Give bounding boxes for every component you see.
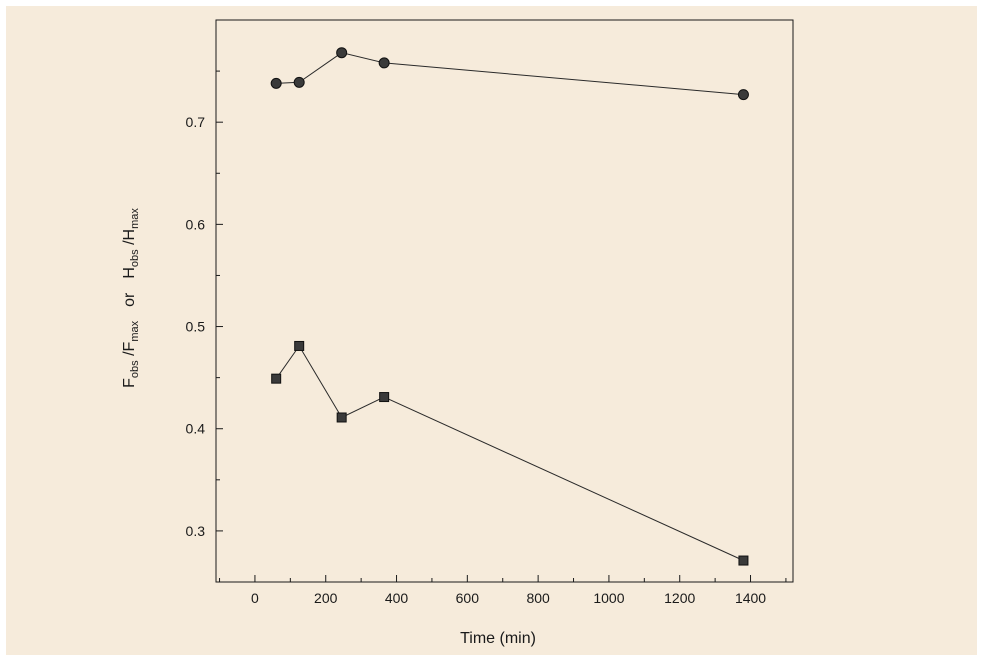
x-tick-label: 800 [526, 590, 550, 606]
x-tick-label: 1200 [664, 590, 695, 606]
square-point [738, 555, 749, 566]
x-tick-label: 200 [314, 590, 338, 606]
x-tick-label: 0 [251, 590, 259, 606]
circle-point [737, 89, 749, 101]
y-axis-ticks: 0.3 0.4 0.5 0.6 0.7 [186, 70, 223, 583]
x-tick-label: 600 [456, 590, 480, 606]
y-tick-label: 0.6 [186, 216, 206, 232]
y-tick-label: 0.5 [186, 319, 206, 335]
x-tick-label: 400 [385, 590, 409, 606]
y-title-h-sub-obs: obs [129, 249, 141, 267]
square-point [336, 412, 347, 423]
x-tick-label: 1000 [593, 590, 624, 606]
y-title-h: H [121, 267, 138, 279]
y-title-f-slash: /F [121, 341, 138, 360]
square-point [379, 392, 390, 403]
plot-frame [215, 19, 794, 583]
circle-point [378, 57, 390, 69]
y-tick-label: 0.7 [186, 114, 206, 130]
y-title-f-sub-obs: obs [129, 360, 141, 378]
y-tick-label: 0.4 [186, 421, 206, 437]
circle-point [293, 76, 305, 88]
chart: 0 200 400 600 800 1000 1200 1400 0.30.40.50.60.… [121, 19, 794, 647]
series-circle-line [276, 52, 744, 96]
x-tick-label: 1400 [735, 590, 766, 606]
x-axis-ticks: 0 200 400 600 800 1000 1200 1400 [219, 575, 787, 606]
y-title-f-sub-max: max [129, 320, 141, 341]
y-axis-title: Fobs /FmaxorHobs /Hmax [121, 208, 141, 388]
y-title-or: or [121, 292, 138, 307]
x-axis-title: Time (min) [460, 630, 536, 647]
circle-point [336, 47, 348, 59]
series-square-line [275, 345, 744, 561]
y-title-h-slash: /H [121, 229, 138, 249]
y-tick-label: 0.3 [186, 523, 206, 539]
y-title-f: F [121, 378, 138, 388]
series-layer [270, 47, 749, 566]
square-point [294, 340, 305, 351]
circle-point [270, 77, 282, 89]
square-point [271, 373, 282, 384]
y-title-h-sub-max: max [129, 208, 141, 229]
figure-page: 0 200 400 600 800 1000 1200 1400 0.3 0.4 0.5 0.6 0.… [6, 6, 977, 655]
